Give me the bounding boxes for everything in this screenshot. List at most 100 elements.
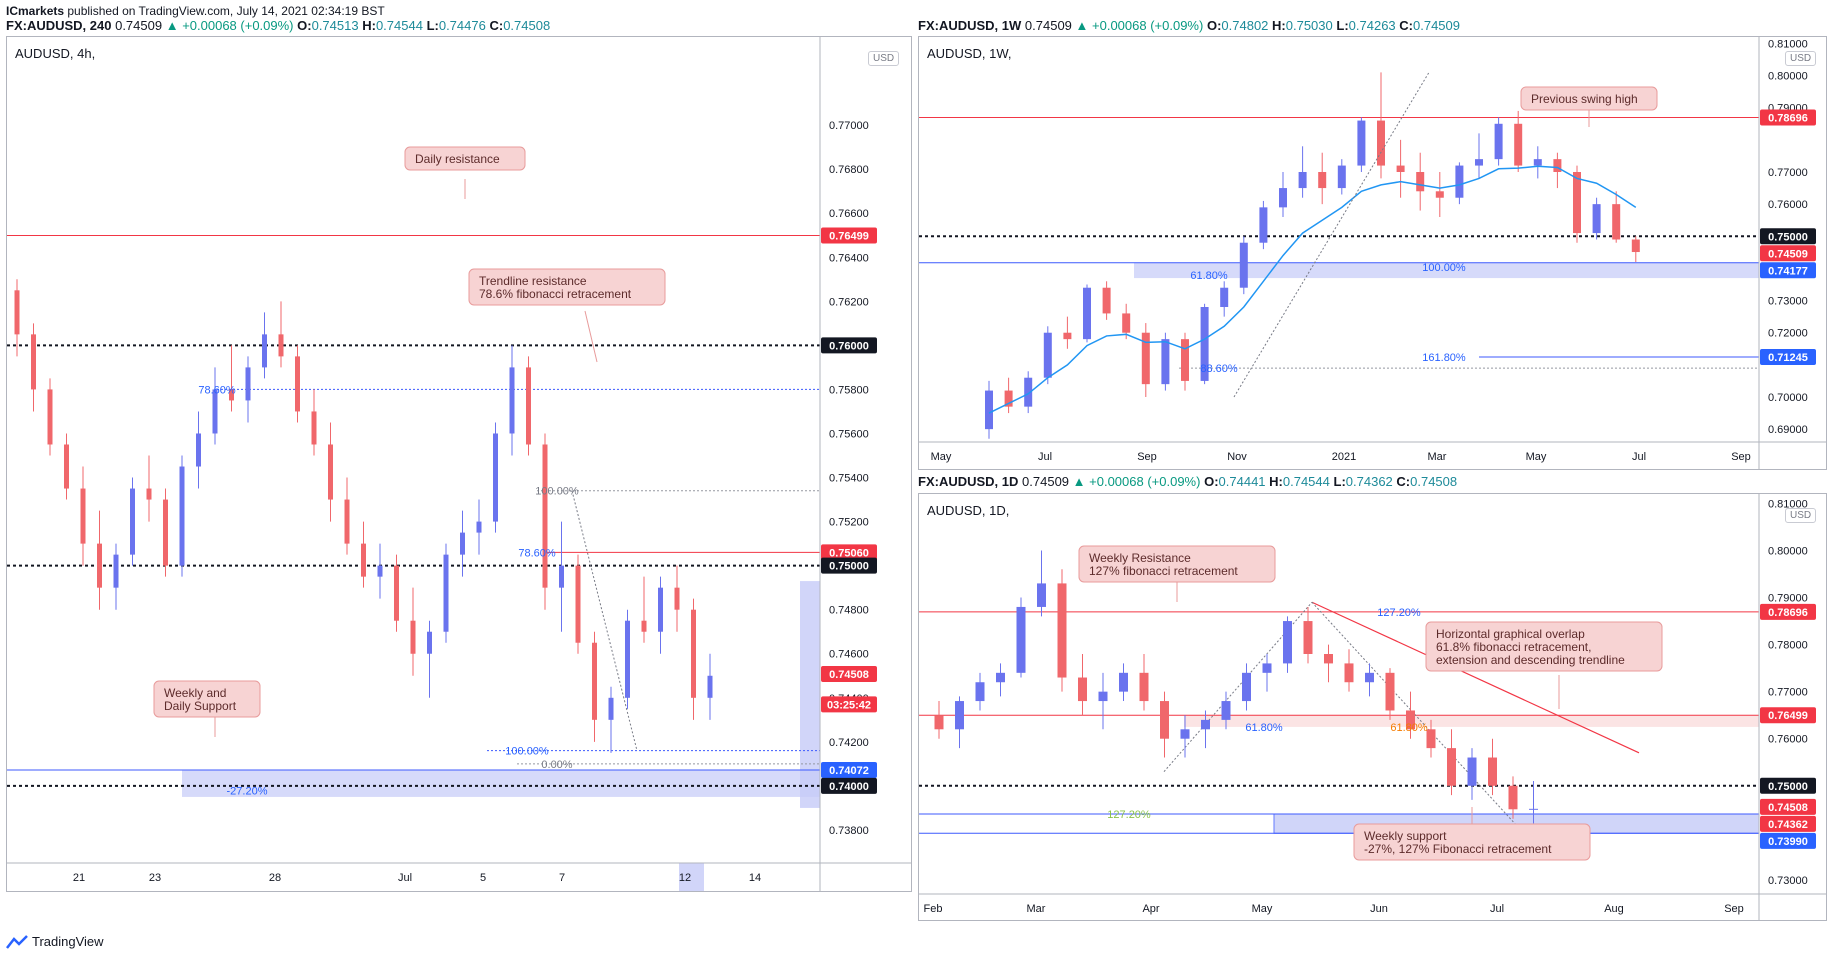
h4-candle xyxy=(47,389,53,445)
h4-price-tag: 0.74000 xyxy=(829,781,869,793)
h4-tick-label: 0.76200 xyxy=(829,296,869,308)
chart-daily-canvas[interactable]: 0.81000 0.80000 0.79000 0.78000 0.77000 0.760… xyxy=(919,494,1826,920)
w1-fib-label: 88.60% xyxy=(1200,363,1238,375)
d1-c-label: C: xyxy=(1396,474,1411,489)
d1-annotation-line: Weekly support xyxy=(1364,829,1447,843)
d1-candle xyxy=(1508,785,1518,810)
h4-annotation-line: Weekly and xyxy=(164,686,226,700)
w1-candle xyxy=(1573,172,1581,234)
d1-time-label: Feb xyxy=(924,903,943,915)
d1-l-label: L: xyxy=(1333,474,1346,489)
w1-time-label: Sep xyxy=(1731,451,1751,463)
d1-descending-trendline xyxy=(1311,601,1640,754)
d1-price-tag: 0.78696 xyxy=(1768,607,1808,619)
w1-time-label: Sep xyxy=(1137,451,1157,463)
publisher-line: ICmarkets published on TradingView.com, … xyxy=(6,4,385,18)
h4-candle xyxy=(229,389,234,401)
h4-fib-trend xyxy=(571,490,638,751)
w1-candle xyxy=(1063,332,1072,340)
currency-badge: USD xyxy=(868,51,900,66)
currency-badge: USD xyxy=(1785,508,1817,523)
d1-h-label: H: xyxy=(1269,474,1283,489)
w1-fib-label: 161.80% xyxy=(1422,352,1466,364)
d1-fib-trend xyxy=(1163,601,1313,772)
h4-h-label: H: xyxy=(362,18,376,33)
h4-candle xyxy=(493,433,498,522)
w1-tick-label: 0.72000 xyxy=(1768,328,1808,340)
footer-brand: TradingView xyxy=(32,934,104,949)
h4-candle xyxy=(641,620,647,632)
h4-price-tag-bg xyxy=(821,666,877,683)
d1-candle xyxy=(1283,621,1292,664)
d1-time-label: Sep xyxy=(1724,903,1744,915)
chart-panel-weekly[interactable]: 0.81000 0.80000 0.79000 0.77000 0.76000 0.730… xyxy=(918,36,1827,470)
d1-time-label: May xyxy=(1252,903,1273,915)
w1-candle xyxy=(1514,123,1523,166)
h4-fib-label: 100.00% xyxy=(505,746,549,758)
w1-candle xyxy=(1396,165,1405,172)
h4-price-tag-bg xyxy=(821,762,877,779)
w1-candle xyxy=(1279,188,1287,208)
publisher-text: published on TradingView.com, July 14, 2… xyxy=(64,4,385,18)
d1-candle xyxy=(996,672,1005,683)
w1-candle xyxy=(1220,287,1229,307)
w1-price-tag: 0.78696 xyxy=(1768,112,1808,124)
h4-price-tag: 03:25:42 xyxy=(827,699,871,711)
d1-price-tag-bg xyxy=(1760,777,1816,794)
h4-price-tag-bg xyxy=(821,227,877,244)
d1-candle xyxy=(1447,748,1456,786)
chart-panel-daily[interactable]: 0.81000 0.80000 0.79000 0.78000 0.77000 0.760… xyxy=(918,493,1827,921)
h4-time-label: 23 xyxy=(149,872,161,884)
w1-fib-trend xyxy=(1233,72,1430,398)
chart-4h-canvas[interactable]: 0.77000 0.76800 0.76600 0.76400 0.76200 0.758… xyxy=(7,37,911,891)
w1-candle xyxy=(1631,239,1640,253)
d1-tick-label: 0.81000 xyxy=(1768,498,1808,510)
w1-candle xyxy=(1475,159,1483,166)
w1-symbol: FX:AUDUSD, 1W xyxy=(918,18,1022,33)
h4-candle xyxy=(394,565,399,621)
w1-price-tag: 0.75000 xyxy=(1768,231,1808,243)
d1-price-tag: 0.75000 xyxy=(1768,781,1808,793)
h4-candle xyxy=(31,334,36,390)
w1-close: 0.74509 xyxy=(1413,18,1460,33)
w1-tick-label: 0.70000 xyxy=(1768,392,1808,404)
d1-candle xyxy=(1078,677,1087,702)
h4-candle xyxy=(575,565,581,643)
d1-tick-label: 0.78000 xyxy=(1768,640,1808,652)
h4-tick-label: 0.75800 xyxy=(829,384,869,396)
h4-fib-label: 0.00% xyxy=(541,759,572,771)
h4-annotation-box xyxy=(153,680,261,718)
d1-price-tag-bg xyxy=(1760,832,1816,849)
w1-candle xyxy=(1083,287,1091,340)
h4-tick-label: 0.75400 xyxy=(829,473,869,485)
h4-time-label: 5 xyxy=(480,872,486,884)
h4-candle xyxy=(509,367,515,434)
d1-low: 0.74362 xyxy=(1345,474,1393,489)
w1-candle xyxy=(1200,307,1209,381)
w1-change: ▲ +0.00068 (+0.09%) xyxy=(1075,18,1204,33)
d1-candle xyxy=(1201,719,1210,730)
h4-time-label: 28 xyxy=(269,872,281,884)
w1-price-tag-bg xyxy=(1760,348,1816,365)
chart-panel-4h[interactable]: 0.77000 0.76800 0.76600 0.76400 0.76200 0.758… xyxy=(6,36,912,892)
d1-annotation-line: 127% fibonacci retracement xyxy=(1089,564,1238,578)
w1-annotation-line: Previous swing high xyxy=(1531,92,1638,106)
h4-price-tag-bg xyxy=(821,777,877,794)
h4-close: 0.74508 xyxy=(503,18,551,33)
w1-high: 0.75030 xyxy=(1285,18,1333,33)
publisher-name: ICmarkets xyxy=(6,4,65,18)
w1-candle xyxy=(1533,159,1542,166)
chart-weekly-canvas[interactable]: 0.810000.800000.790000.770000.760000.730… xyxy=(919,37,1826,469)
d1-symbol: FX:AUDUSD, 1D xyxy=(918,474,1019,489)
d1-candle xyxy=(1098,691,1108,702)
h4-price-tag: 0.74072 xyxy=(829,765,869,777)
h4-price-tag: 0.75000 xyxy=(829,561,869,573)
w1-candle xyxy=(1553,159,1562,172)
w1-tick-label: 0.73000 xyxy=(1768,296,1808,308)
h4-time-label: Jul xyxy=(398,872,412,884)
h4-time-label: 12 xyxy=(679,872,691,884)
h4-price-tag-bg xyxy=(821,696,877,713)
tradingview-footer[interactable]: TradingView xyxy=(6,934,104,949)
d1-tick-label: 0.80000 xyxy=(1768,545,1808,557)
h4-fib-label: 78.60% xyxy=(518,547,556,559)
